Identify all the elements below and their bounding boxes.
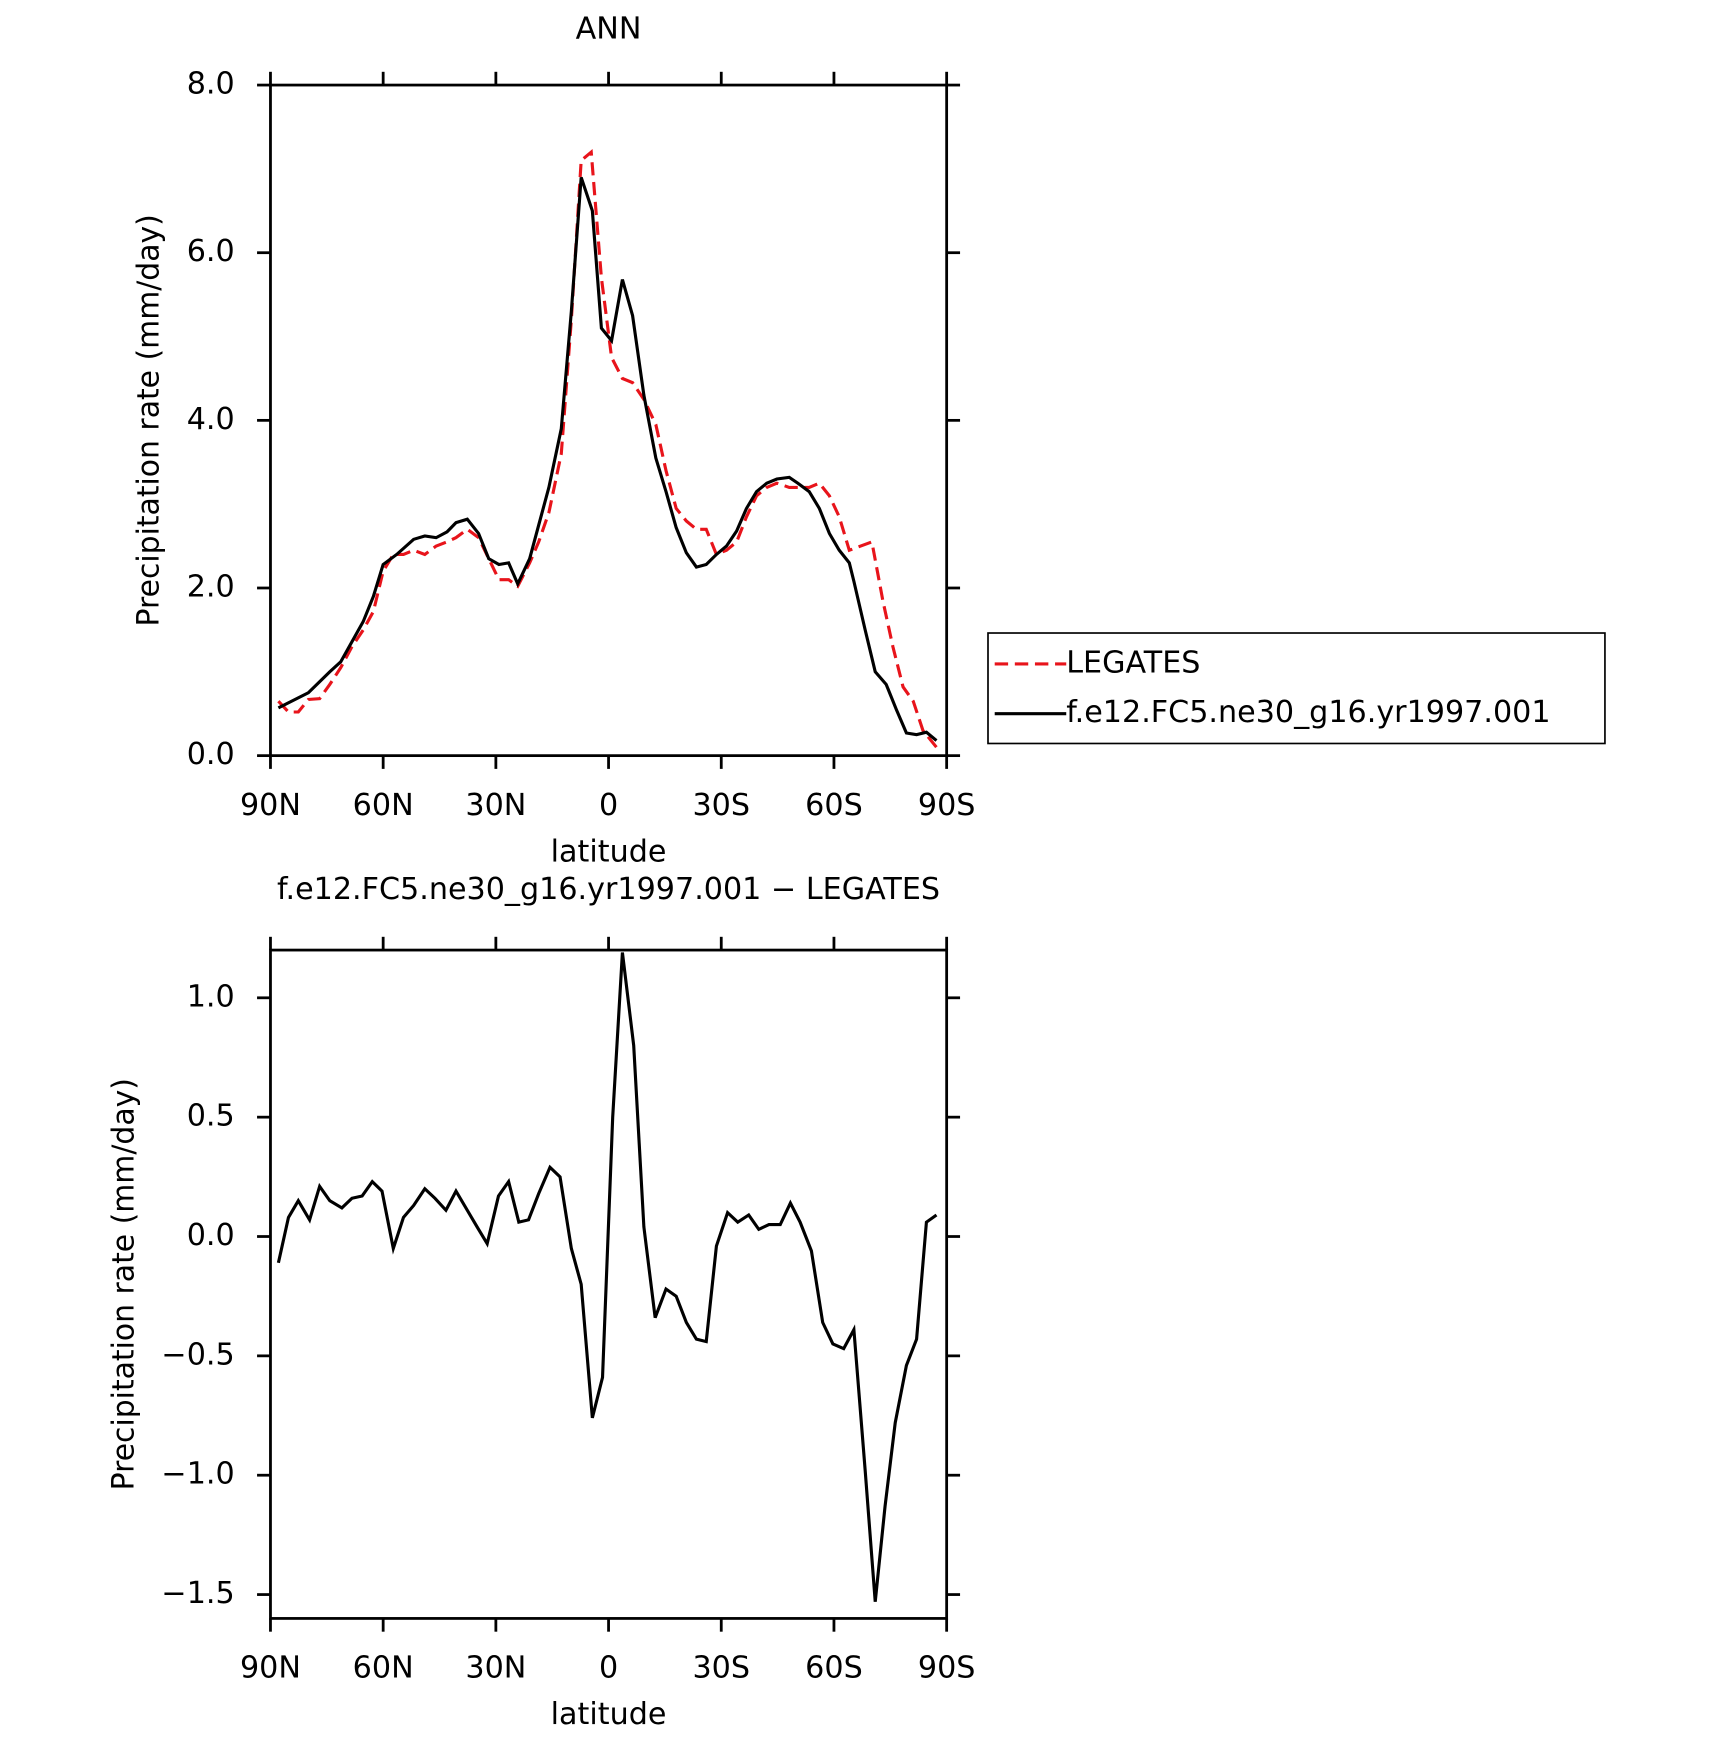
x-tick-label: 60S [805,1651,863,1686]
y-tick-label: 2.0 [187,570,235,605]
x-tick-label: 90S [918,1651,976,1686]
x-tick-label: 90S [918,788,976,823]
x-tick-label: 30S [692,788,750,823]
x-tick-label: 60N [353,1651,414,1686]
y-tick-label: −1.0 [161,1457,234,1492]
y-axis-label: Precipitation rate (mm/day) [107,1078,142,1490]
y-tick-label: 0.0 [187,737,235,772]
x-axis-label: latitude [551,1697,667,1732]
chart-title: ANN [576,11,642,46]
x-tick-label: 30S [692,1651,750,1686]
data-line [277,176,938,742]
data-line [276,952,938,1602]
x-tick-label: 0 [599,1651,618,1686]
y-tick-label: 6.0 [187,234,235,269]
legend-label: f.e12.FC5.ne30_g16.yr1997.001 [1066,695,1550,730]
x-tick-label: 60S [805,788,863,823]
y-tick-label: −0.5 [161,1337,234,1372]
x-tick-label: 90N [240,788,301,823]
y-tick-label: 4.0 [187,402,235,437]
x-axis-label: latitude [551,834,667,869]
y-axis-label: Precipitation rate (mm/day) [131,214,166,626]
legend-label: LEGATES [1066,646,1200,681]
y-tick-label: 0.0 [187,1218,235,1253]
y-tick-label: −1.5 [161,1576,234,1611]
x-tick-label: 30N [465,1651,526,1686]
y-tick-label: 1.0 [187,979,235,1014]
y-tick-label: 8.0 [187,67,235,102]
plot-frame [269,83,949,758]
x-tick-label: 90N [240,1651,301,1686]
plot-frame [269,948,949,1620]
chart-title: f.e12.FC5.ne30_g16.yr1997.001 − LEGATES [277,872,940,907]
x-tick-label: 60N [353,788,414,823]
x-tick-label: 30N [465,788,526,823]
legend-box [987,632,1606,745]
x-tick-label: 0 [599,788,618,823]
data-line [277,148,938,749]
y-tick-label: 0.5 [187,1099,235,1134]
